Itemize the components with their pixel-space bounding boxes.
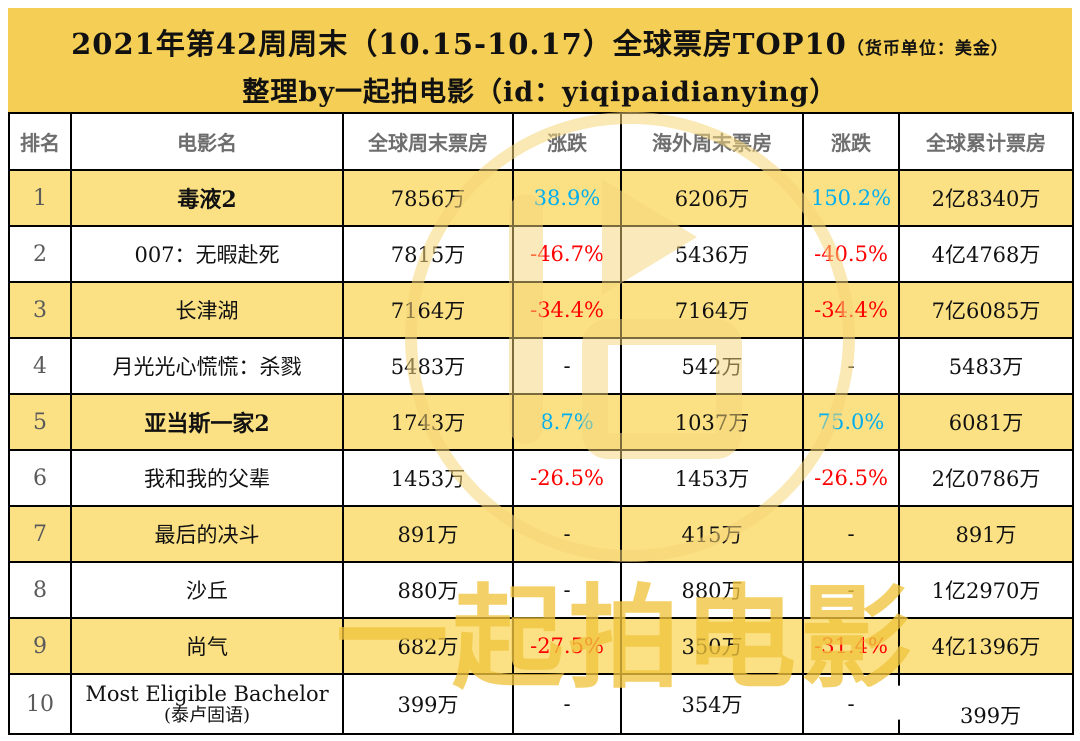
table-row: 9 尚气 682万 -27.5% 350万 -31.4% 4亿1396万: [8, 617, 1074, 675]
global-total-cell: 1亿2970万: [898, 561, 1074, 619]
change-overseas-cell: -: [802, 505, 900, 563]
table-row: 2 007：无暇赴死 7815万 -46.7% 5436万 -40.5% 4亿4…: [8, 225, 1074, 283]
rank-cell: 5: [8, 393, 72, 451]
movie-name-cell: 长津湖: [70, 281, 344, 339]
movie-name-cell: 沙丘: [70, 561, 344, 619]
change-overseas-cell: -: [802, 673, 900, 735]
movie-name-cell: 月光光心慌慌：杀戮: [70, 337, 344, 395]
overseas-weekend-cell: 350万: [620, 617, 804, 675]
movie-name-cell: Most Eligible Bachelor (泰卢固语): [70, 673, 344, 735]
movie-name-cell: 亚当斯一家2: [70, 393, 344, 451]
global-total-cell: 4亿1396万: [898, 617, 1074, 675]
rank-cell: 7: [8, 505, 72, 563]
global-weekend-cell: 7815万: [342, 225, 514, 283]
overseas-weekend-cell: 1037万: [620, 393, 804, 451]
movie-name-main: Most Eligible Bachelor: [85, 682, 329, 706]
table-header-row: 排名 电影名 全球周末票房 涨跌 海外周末票房 涨跌 全球累计票房: [8, 112, 1074, 171]
overseas-weekend-cell: 1453万: [620, 449, 804, 507]
change-global-cell: 8.7%: [512, 393, 622, 451]
change-global-cell: -: [512, 673, 622, 735]
global-weekend-cell: 682万: [342, 617, 514, 675]
global-weekend-cell: 891万: [342, 505, 514, 563]
change-overseas-cell: -26.5%: [802, 449, 900, 507]
movie-name-cell: 最后的决斗: [70, 505, 344, 563]
table-row: 4 月光光心慌慌：杀戮 5483万 - 542万 - 5483万: [8, 337, 1074, 395]
rank-cell: 6: [8, 449, 72, 507]
col-header-global-total: 全球累计票房: [898, 112, 1074, 171]
overseas-weekend-cell: 542万: [620, 337, 804, 395]
overseas-weekend-cell: 354万: [620, 673, 804, 735]
rank-cell: 4: [8, 337, 72, 395]
overseas-weekend-cell: 6206万: [620, 169, 804, 227]
page-subtitle: 整理by一起拍电影（id：yiqipaidianying）: [242, 77, 838, 108]
global-total-cell: 399万: [898, 673, 1074, 735]
currency-note: （货币单位：美金）: [846, 39, 1009, 59]
change-global-cell: -27.5%: [512, 617, 622, 675]
change-overseas-cell: -40.5%: [802, 225, 900, 283]
change-global-cell: -26.5%: [512, 449, 622, 507]
change-global-cell: -: [512, 505, 622, 563]
rank-cell: 9: [8, 617, 72, 675]
change-overseas-cell: -34.4%: [802, 281, 900, 339]
overseas-weekend-cell: 7164万: [620, 281, 804, 339]
change-overseas-cell: 75.0%: [802, 393, 900, 451]
change-overseas-cell: -: [802, 561, 900, 619]
change-overseas-cell: -: [802, 337, 900, 395]
global-total-cell: 7亿6085万: [898, 281, 1074, 339]
rank-cell: 10: [8, 673, 72, 735]
page-title: 2021年第42周周末（10.15-10.17）全球票房TOP10（货币单位：美…: [8, 21, 1072, 63]
rank-cell: 1: [8, 169, 72, 227]
table-row: 7 最后的决斗 891万 - 415万 - 891万: [8, 505, 1074, 563]
global-total-cell: 891万: [898, 505, 1074, 563]
rank-cell: 2: [8, 225, 72, 283]
movie-name-sub: (泰卢固语): [163, 705, 251, 726]
table-row: 6 我和我的父辈 1453万 -26.5% 1453万 -26.5% 2亿078…: [8, 449, 1074, 507]
rank-cell: 3: [8, 281, 72, 339]
global-weekend-cell: 5483万: [342, 337, 514, 395]
rank-cell: 8: [8, 561, 72, 619]
col-header-global-weekend: 全球周末票房: [342, 112, 514, 171]
col-header-rank: 排名: [8, 112, 72, 171]
overseas-weekend-cell: 880万: [620, 561, 804, 619]
change-global-cell: -34.4%: [512, 281, 622, 339]
global-weekend-cell: 1743万: [342, 393, 514, 451]
movie-name-cell: 我和我的父辈: [70, 449, 344, 507]
global-total-cell: 6081万: [898, 393, 1074, 451]
change-global-cell: -46.7%: [512, 225, 622, 283]
global-weekend-cell: 1453万: [342, 449, 514, 507]
table-row: 5 亚当斯一家2 1743万 8.7% 1037万 75.0% 6081万: [8, 393, 1074, 451]
overseas-weekend-cell: 415万: [620, 505, 804, 563]
title-banner: 2021年第42周周末（10.15-10.17）全球票房TOP10（货币单位：美…: [8, 8, 1072, 112]
movie-name-cell: 007：无暇赴死: [70, 225, 344, 283]
change-overseas-cell: -31.4%: [802, 617, 900, 675]
change-global-cell: -: [512, 337, 622, 395]
table-row: 10 Most Eligible Bachelor (泰卢固语) 399万 - …: [8, 673, 1074, 735]
boxoffice-table: 排名 电影名 全球周末票房 涨跌 海外周末票房 涨跌 全球累计票房 1 毒液2 …: [8, 112, 1074, 735]
title-main: 2021年第42周周末（10.15-10.17）全球票房TOP10: [71, 27, 847, 61]
global-total-cell: 2亿0786万: [898, 449, 1074, 507]
change-overseas-cell: 150.2%: [802, 169, 900, 227]
col-header-overseas-weekend: 海外周末票房: [620, 112, 804, 171]
movie-name-cell: 尚气: [70, 617, 344, 675]
movie-name-cell: 毒液2: [70, 169, 344, 227]
global-weekend-cell: 880万: [342, 561, 514, 619]
change-global-cell: 38.9%: [512, 169, 622, 227]
overseas-weekend-cell: 5436万: [620, 225, 804, 283]
col-header-change-1: 涨跌: [512, 112, 622, 171]
global-weekend-cell: 7856万: [342, 169, 514, 227]
col-header-change-2: 涨跌: [802, 112, 900, 171]
global-weekend-cell: 7164万: [342, 281, 514, 339]
global-weekend-cell: 399万: [342, 673, 514, 735]
table-row: 8 沙丘 880万 - 880万 - 1亿2970万: [8, 561, 1074, 619]
global-total-cell: 2亿8340万: [898, 169, 1074, 227]
table-row: 3 长津湖 7164万 -34.4% 7164万 -34.4% 7亿6085万: [8, 281, 1074, 339]
change-global-cell: -: [512, 561, 622, 619]
global-total-cell: 5483万: [898, 337, 1074, 395]
global-total-cell: 4亿4768万: [898, 225, 1074, 283]
col-header-movie: 电影名: [70, 112, 344, 171]
table-row: 1 毒液2 7856万 38.9% 6206万 150.2% 2亿8340万: [8, 169, 1074, 227]
